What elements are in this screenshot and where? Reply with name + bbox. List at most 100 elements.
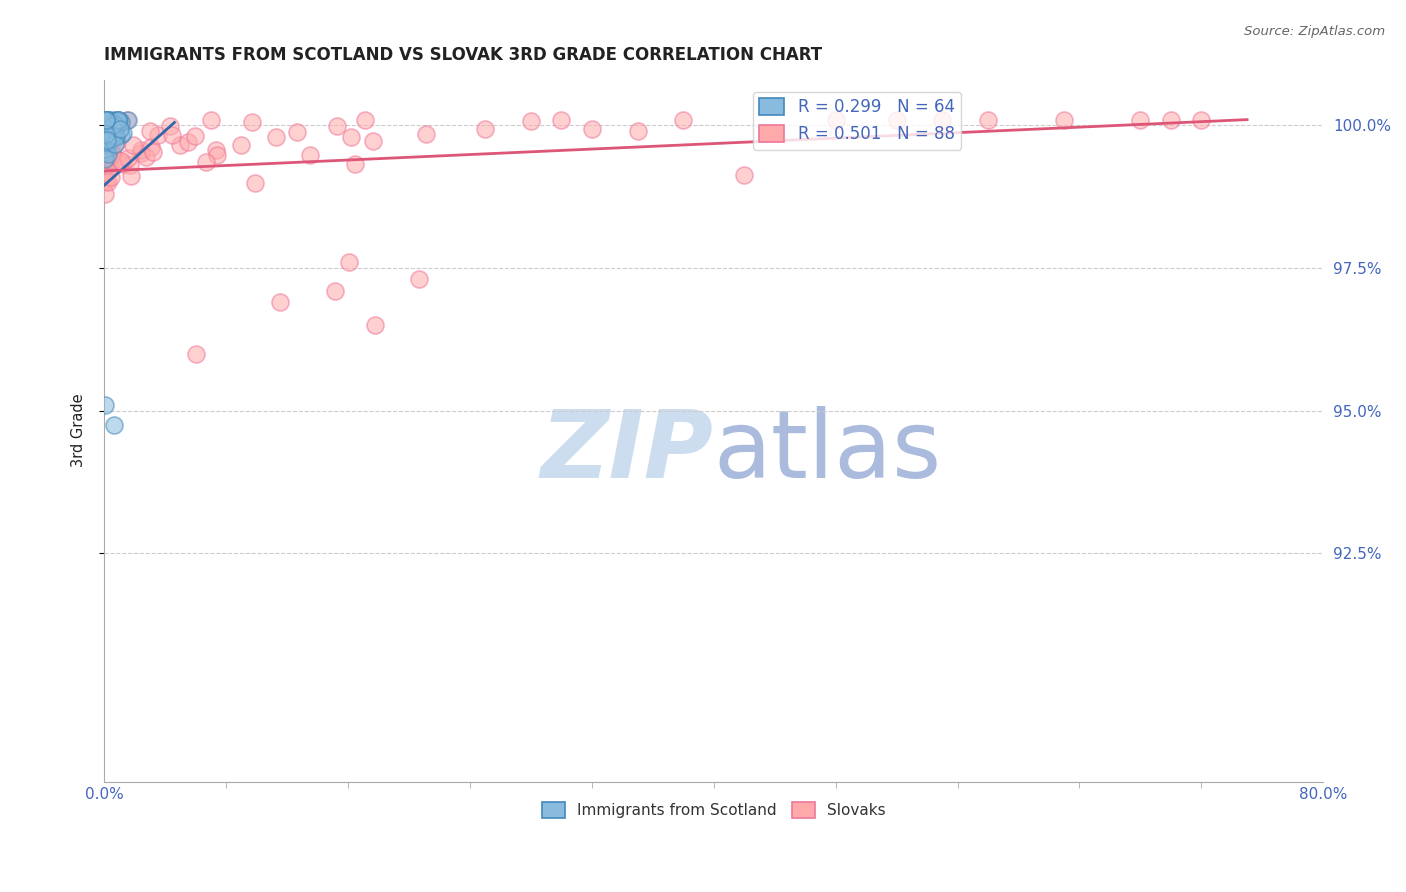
Point bbox=[107, 112, 129, 127]
Point bbox=[94, 138, 117, 153]
Point bbox=[115, 112, 138, 127]
Point bbox=[96, 114, 118, 128]
Point bbox=[1160, 112, 1182, 127]
Point bbox=[186, 346, 208, 360]
Point bbox=[1189, 112, 1212, 127]
Point bbox=[101, 136, 124, 151]
Point bbox=[94, 398, 117, 412]
Point bbox=[97, 128, 120, 142]
Point bbox=[110, 115, 132, 129]
Point bbox=[343, 157, 366, 171]
Point bbox=[94, 158, 117, 172]
Point bbox=[160, 128, 183, 142]
Point bbox=[550, 112, 572, 127]
Point bbox=[94, 112, 117, 127]
Point bbox=[94, 163, 117, 178]
Point bbox=[98, 129, 121, 144]
Point bbox=[131, 143, 153, 157]
Point bbox=[122, 137, 145, 152]
Point bbox=[97, 116, 120, 130]
Point bbox=[243, 177, 266, 191]
Point bbox=[97, 175, 120, 189]
Point bbox=[200, 112, 222, 127]
Point bbox=[101, 154, 124, 169]
Point bbox=[97, 112, 120, 127]
Point bbox=[117, 112, 139, 127]
Point bbox=[96, 132, 118, 146]
Point bbox=[146, 128, 169, 143]
Point bbox=[240, 115, 263, 129]
Point bbox=[101, 120, 124, 135]
Point bbox=[135, 150, 157, 164]
Point bbox=[142, 145, 165, 160]
Point bbox=[103, 128, 125, 143]
Point bbox=[363, 134, 385, 148]
Point bbox=[177, 135, 200, 149]
Point bbox=[97, 119, 120, 133]
Point bbox=[94, 142, 117, 156]
Point bbox=[94, 141, 117, 155]
Point bbox=[94, 152, 117, 166]
Point bbox=[364, 318, 387, 332]
Point bbox=[415, 127, 437, 141]
Point bbox=[169, 137, 191, 152]
Point bbox=[105, 112, 128, 127]
Point bbox=[97, 124, 120, 138]
Point bbox=[100, 116, 122, 130]
Point bbox=[103, 124, 125, 138]
Point bbox=[107, 119, 129, 133]
Point bbox=[98, 155, 121, 169]
Point bbox=[96, 123, 118, 137]
Point bbox=[98, 123, 121, 137]
Point bbox=[94, 142, 117, 156]
Point bbox=[94, 113, 117, 128]
Point bbox=[97, 112, 120, 127]
Point bbox=[408, 272, 430, 286]
Point bbox=[474, 122, 496, 136]
Point bbox=[100, 169, 122, 184]
Point bbox=[98, 128, 121, 143]
Point bbox=[97, 127, 120, 141]
Point bbox=[98, 134, 121, 148]
Point bbox=[94, 131, 117, 145]
Point bbox=[96, 135, 118, 149]
Point bbox=[97, 112, 120, 127]
Point bbox=[94, 134, 117, 148]
Point bbox=[107, 112, 129, 127]
Text: atlas: atlas bbox=[714, 406, 942, 498]
Point bbox=[96, 133, 118, 147]
Point bbox=[96, 150, 118, 164]
Point bbox=[94, 172, 117, 186]
Text: Source: ZipAtlas.com: Source: ZipAtlas.com bbox=[1244, 25, 1385, 38]
Point bbox=[824, 112, 846, 127]
Point bbox=[100, 125, 122, 139]
Point bbox=[733, 168, 755, 182]
Point bbox=[98, 128, 121, 143]
Point bbox=[103, 417, 125, 432]
Point bbox=[120, 158, 142, 172]
Point bbox=[94, 186, 117, 201]
Point bbox=[94, 143, 117, 157]
Point bbox=[204, 143, 226, 157]
Point bbox=[104, 128, 127, 143]
Point bbox=[139, 124, 162, 138]
Point bbox=[104, 136, 127, 151]
Point bbox=[285, 125, 308, 139]
Point bbox=[1129, 112, 1152, 127]
Point bbox=[101, 119, 124, 133]
Point bbox=[101, 122, 124, 136]
Point bbox=[108, 122, 131, 136]
Point bbox=[184, 128, 207, 143]
Point bbox=[96, 145, 118, 160]
Point bbox=[108, 112, 131, 127]
Point bbox=[97, 137, 120, 152]
Point bbox=[105, 135, 128, 149]
Point bbox=[326, 119, 349, 133]
Point bbox=[105, 120, 128, 134]
Point bbox=[110, 153, 132, 168]
Point bbox=[101, 148, 124, 162]
Point bbox=[111, 157, 134, 171]
Point bbox=[94, 157, 117, 171]
Point bbox=[108, 115, 131, 129]
Point bbox=[977, 112, 1000, 127]
